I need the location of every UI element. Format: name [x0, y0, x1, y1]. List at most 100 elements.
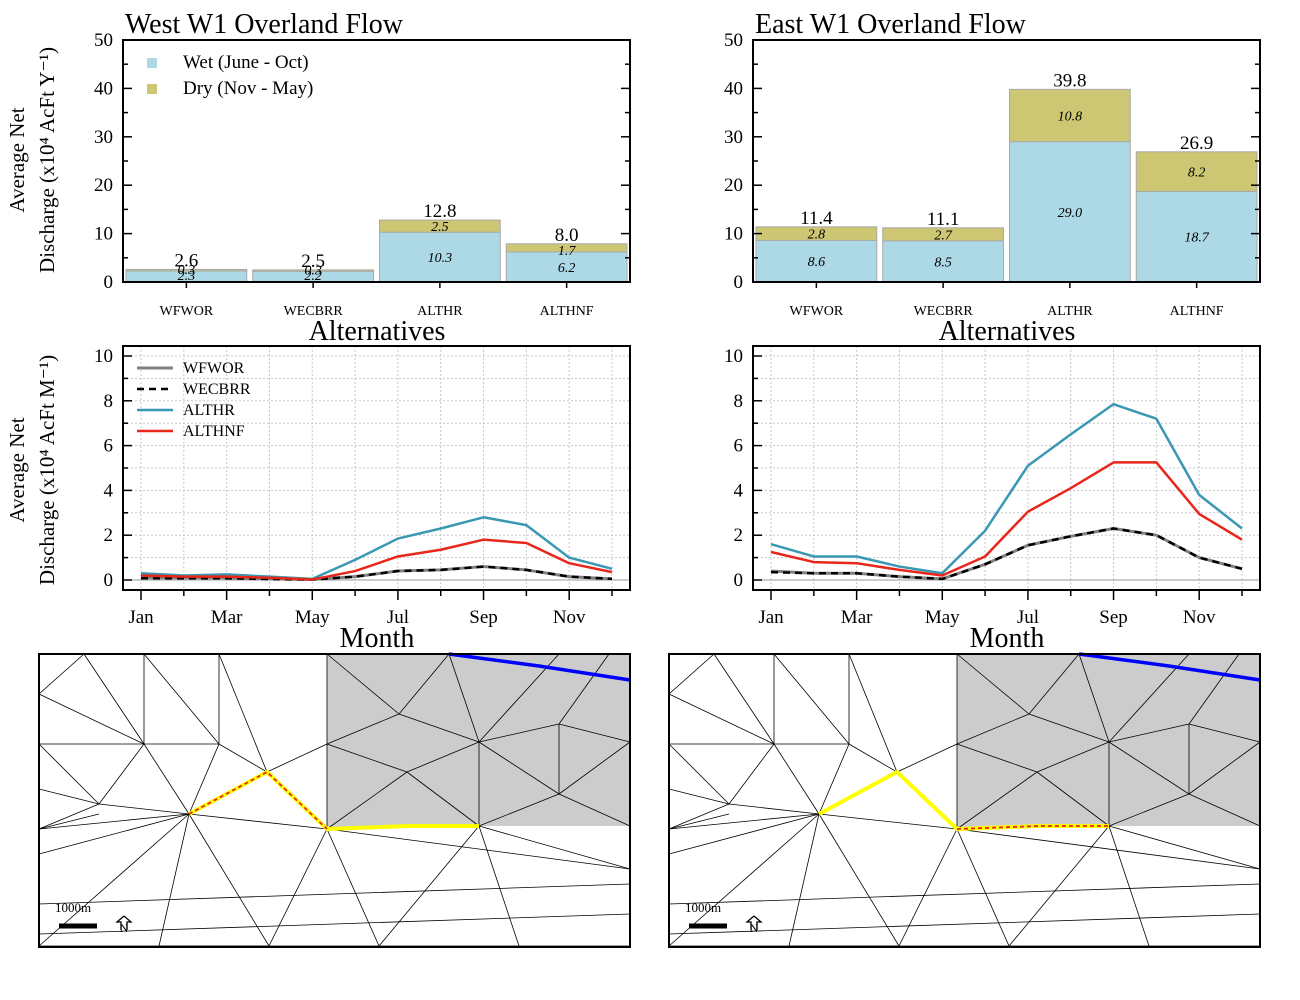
- north-arrow-icon: [115, 915, 133, 930]
- mesh-edge: [83, 653, 145, 745]
- mesh-edge: [773, 743, 820, 815]
- y-tick-label: 20: [94, 175, 113, 196]
- x-tick-label-nov: Nov: [553, 607, 586, 628]
- x-tick-label-althnf: ALTHNF: [540, 304, 594, 319]
- mesh-edge: [818, 813, 958, 830]
- mesh-edge: [713, 653, 775, 745]
- mesh-edge: [326, 828, 631, 870]
- x-tick-label-althnf: ALTHNF: [1170, 304, 1224, 319]
- mesh-edge: [38, 883, 631, 905]
- mesh-edge: [398, 653, 450, 715]
- mesh-edge: [728, 803, 820, 815]
- series-line-althnf: [140, 538, 613, 581]
- data-label-dry-althnf: 1.7: [558, 244, 577, 259]
- map-frame: [38, 653, 631, 948]
- mesh-edge: [956, 771, 1038, 830]
- y-tick-label: 30: [724, 127, 743, 148]
- bar-dry-althr: [1009, 88, 1131, 143]
- mesh-edge: [406, 741, 480, 773]
- mesh-edge: [38, 743, 100, 805]
- data-label-dry-althnf: 8.2: [1188, 166, 1206, 181]
- mesh-edge: [38, 653, 85, 695]
- west-line-chart: 0 2 4 6 8 10 Jan Mar May Jul Sep Nov WFWOR WECBRR ALTH…: [94, 345, 631, 628]
- y-tick-label: 2: [734, 525, 744, 546]
- mesh-edge: [1008, 825, 1110, 947]
- mesh-edge: [956, 713, 1030, 745]
- line-ylabel-line2: Discharge (x10⁴ AcFt M⁻¹): [35, 355, 59, 585]
- mesh-edge: [38, 813, 190, 830]
- x-tick-label-may: May: [295, 607, 330, 628]
- mesh-edge: [378, 825, 480, 947]
- river-line: [1078, 652, 1261, 682]
- series-line-wecbrr: [770, 527, 1243, 581]
- mesh-edge: [478, 825, 520, 947]
- y-tick-label: 40: [724, 78, 743, 99]
- mesh-edge: [668, 743, 730, 805]
- bar-y-axis-label: Average Net Discharge (x10⁴ AcFt Y⁻¹): [5, 47, 59, 273]
- data-label-dry-wecbrr: 0.3: [304, 263, 322, 278]
- mesh-edge: [38, 803, 100, 830]
- mesh-edge: [668, 788, 730, 805]
- y-tick-label: 10: [94, 224, 113, 245]
- bar-ylabel-line2: Discharge (x10⁴ AcFt Y⁻¹): [35, 47, 59, 273]
- legend-entry-althr: ALTHR: [183, 402, 235, 419]
- east-mesh-map: 1000m N: [668, 652, 1261, 948]
- mesh-edge: [38, 913, 631, 935]
- y-tick-label: 6: [734, 436, 744, 457]
- mesh-edge: [326, 828, 380, 947]
- west-line-xlabel: Month: [340, 623, 415, 654]
- x-tick-label-wecbrr: WECBRR: [284, 304, 344, 319]
- x-tick-label-sep: Sep: [469, 607, 498, 628]
- bar-dry-althnf: [505, 243, 628, 253]
- x-tick-label-wfwor: WFWOR: [160, 304, 214, 319]
- x-tick-label-mar: Mar: [841, 607, 873, 628]
- mesh-edge: [266, 743, 328, 773]
- mesh-edge: [448, 653, 480, 743]
- x-tick-label-wecbrr: WECBRR: [914, 304, 974, 319]
- x-tick-label-jul: Jul: [1017, 607, 1039, 628]
- series-line-althnf: [770, 461, 1243, 577]
- mesh-edge: [848, 743, 898, 773]
- legend-entry-wecbrr: WECBRR: [183, 381, 251, 398]
- y-tick-label: 0: [734, 272, 744, 293]
- mesh-edge: [1188, 741, 1261, 795]
- y-tick-label: 4: [104, 480, 114, 501]
- mesh-edge: [1078, 653, 1110, 743]
- mesh-edge: [668, 883, 1261, 905]
- mesh-edge: [956, 743, 1038, 773]
- data-label-wet-wfwor: 8.6: [808, 255, 826, 270]
- mesh-edge: [668, 913, 1261, 935]
- mesh-edge: [818, 813, 900, 947]
- mesh-edge: [143, 653, 220, 745]
- bar-wet-althr: [379, 231, 501, 283]
- mesh-edge: [218, 743, 268, 773]
- mesh-edge: [143, 743, 190, 815]
- legend-swatch-wet: [147, 58, 157, 68]
- data-label-wet-wecbrr: 2.2: [304, 269, 322, 284]
- mesh-edge: [1028, 653, 1080, 715]
- total-label-althnf: 8.0: [555, 225, 579, 246]
- y-tick-label: 50: [724, 30, 743, 51]
- x-tick-label-jul: Jul: [387, 607, 409, 628]
- total-label-althnf: 26.9: [1180, 133, 1213, 154]
- y-tick-label: 10: [724, 346, 743, 367]
- y-tick-label: 8: [104, 391, 114, 412]
- west-mesh-map: 1000m N: [38, 652, 631, 948]
- west-bar-chart: 2.30.32.6WFWOR2.20.32.5WECBRR10.32.512.8…: [94, 30, 631, 319]
- east-bar-title: East W1 Overland Flow: [755, 9, 1027, 40]
- x-tick-label-wfwor: WFWOR: [790, 304, 844, 319]
- mesh-edge: [1108, 825, 1150, 947]
- mesh-edge: [38, 693, 145, 745]
- bar-dry-althnf: [1135, 151, 1258, 192]
- mesh-edge: [668, 693, 775, 745]
- bar-dry-wecbrr: [882, 227, 1004, 242]
- mesh-edge: [326, 743, 408, 773]
- mesh-edge: [558, 741, 631, 795]
- mesh-edge: [478, 741, 560, 795]
- mesh-edge: [1108, 723, 1190, 743]
- total-label-althr: 39.8: [1053, 70, 1086, 91]
- series-line-althr: [770, 402, 1243, 575]
- west-bar-xlabel: Alternatives: [309, 316, 446, 347]
- mesh-edge: [1028, 713, 1110, 743]
